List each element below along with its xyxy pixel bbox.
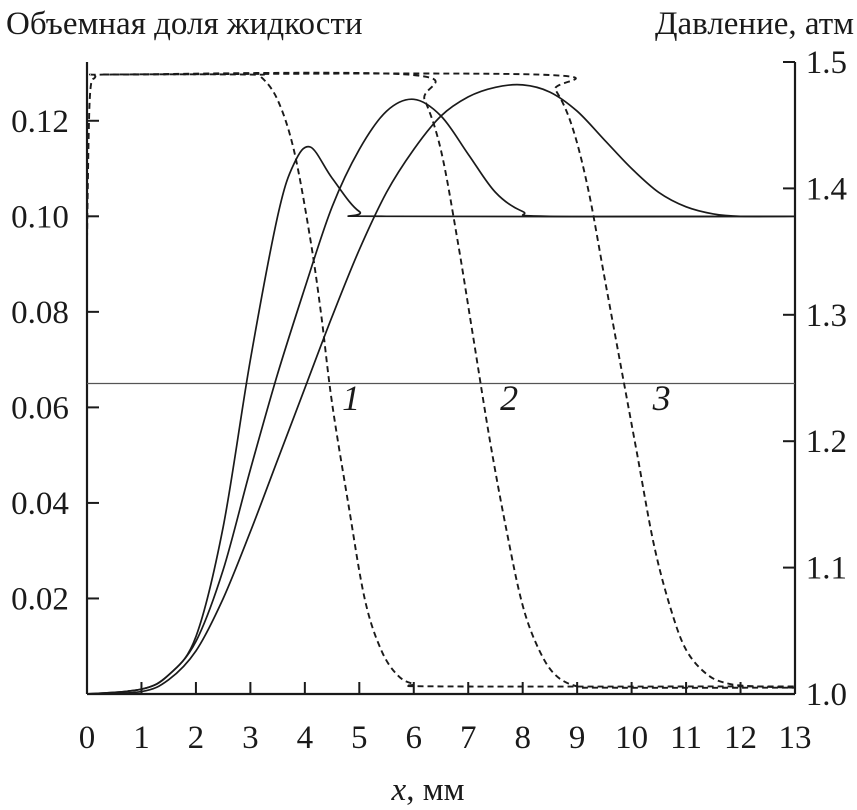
- x-tick-label: 2: [188, 720, 205, 756]
- left-tick-label: 0.04: [11, 486, 69, 522]
- x-tick-label: 9: [569, 720, 586, 756]
- right-tick-label: 1.0: [806, 677, 847, 713]
- pressure-curve-1: [86, 73, 796, 688]
- curve-label-2: 2: [500, 378, 518, 418]
- left-tick-label: 0.02: [11, 581, 69, 617]
- right-tick-label: 1.2: [806, 424, 847, 460]
- x-ticks: 0 1 2 3 4 5 6 7 8 9 10 11 12 13: [79, 682, 812, 756]
- left-ticks: 0.02 0.04 0.06 0.08 0.10 0.12: [11, 104, 99, 617]
- x-axis-variable: x: [391, 772, 407, 808]
- x-tick-label: 5: [351, 720, 368, 756]
- x-tick-label: 11: [670, 720, 702, 756]
- x-tick-label: 0: [79, 720, 96, 756]
- x-tick-label: 1: [133, 720, 150, 756]
- x-tick-label: 4: [297, 720, 314, 756]
- x-tick-label: 12: [724, 720, 757, 756]
- pressure-curve-2: [103, 71, 796, 689]
- right-tick-label: 1.4: [806, 171, 847, 207]
- x-tick-label: 10: [615, 720, 648, 756]
- curve-label-1: 1: [342, 378, 360, 418]
- liquid-fraction-curve-2: [86, 98, 796, 695]
- series-group: [86, 71, 796, 695]
- right-tick-label: 1.3: [806, 298, 847, 334]
- left-tick-label: 0.08: [11, 295, 69, 331]
- plot-area: 0 1 2 3 4 5 6 7 8 9 10 11 12 13 0.020.040.060.080.100…: [11, 45, 847, 756]
- x-tick-label: 3: [242, 720, 259, 756]
- x-tick-label: 13: [779, 720, 812, 756]
- left-tick-label: 0.12: [11, 104, 69, 140]
- right-axis-title: Давление, атм: [655, 6, 854, 42]
- x-tick-label: 7: [460, 720, 477, 756]
- right-tick-label: 1.5: [806, 45, 847, 81]
- liquid-fraction-curve-3: [86, 83, 796, 695]
- x-tick-label: 6: [406, 720, 423, 756]
- right-ticks: 1.0 1.1 1.2 1.3 1.4 1.5: [783, 45, 847, 713]
- x-tick-label: 8: [514, 720, 531, 756]
- pressure-curve-3: [103, 72, 796, 689]
- curve-label-3: 3: [652, 378, 671, 418]
- left-tick-label: 0.06: [11, 390, 69, 426]
- x-axis-title: x, мм: [391, 772, 465, 808]
- curve-labels: 1 2 3: [342, 378, 670, 418]
- x-axis-unit: , мм: [406, 772, 464, 808]
- liquid-fraction-curve-1: [86, 145, 796, 695]
- left-tick-label: 0.10: [11, 199, 69, 235]
- right-tick-label: 1.1: [806, 551, 847, 587]
- left-axis-title: Объемная доля жидкости: [6, 6, 363, 42]
